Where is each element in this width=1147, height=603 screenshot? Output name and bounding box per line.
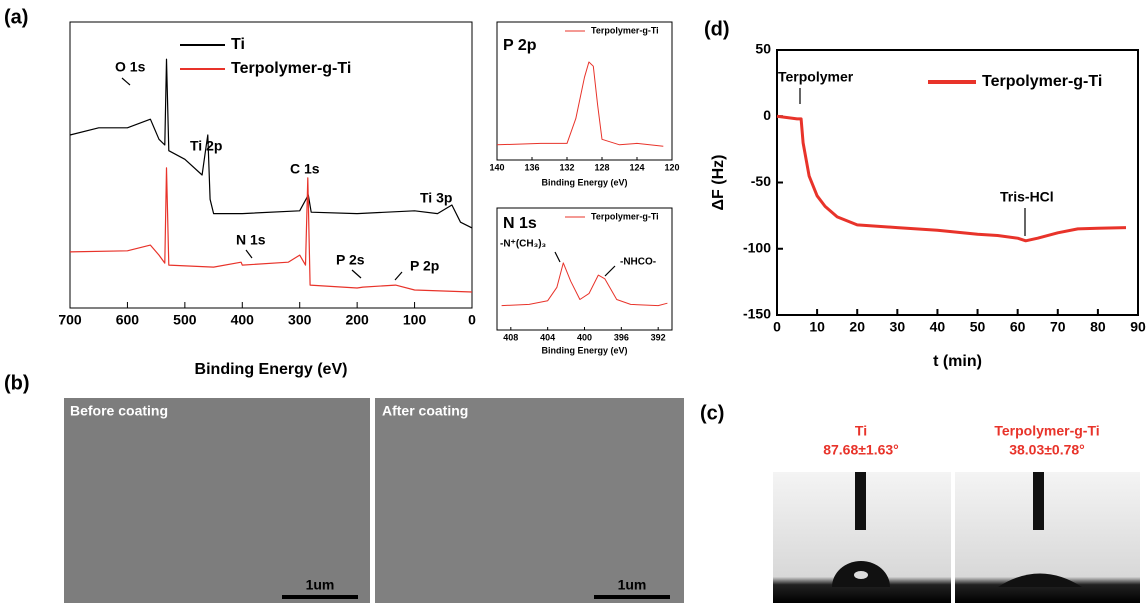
series-line xyxy=(496,61,664,147)
sem-caption: After coating xyxy=(382,403,468,419)
inset-title: N 1s xyxy=(503,215,537,232)
scale-label: 1um xyxy=(306,577,335,593)
annotation-arrow xyxy=(394,271,403,281)
plot-frame xyxy=(496,21,673,161)
scale-label: 1um xyxy=(618,577,647,593)
sem-image xyxy=(64,398,370,603)
droplet xyxy=(998,573,1082,587)
series-line xyxy=(69,58,473,229)
x-axis-label: Binding Energy (eV) xyxy=(195,361,348,378)
x-tick-label: 140 xyxy=(489,162,504,172)
x-tick-label: 400 xyxy=(231,312,255,328)
x-tick-label: 404 xyxy=(540,332,555,342)
legend-label: Terpolymer-g-Ti xyxy=(231,60,351,77)
annotation: Tris-HCl xyxy=(1000,189,1054,205)
plot-frame xyxy=(69,21,473,309)
annotation: C 1s xyxy=(290,161,320,177)
x-tick-label: 60 xyxy=(1010,319,1026,335)
legend-label: Terpolymer-g-Ti xyxy=(591,25,659,35)
droplet-highlight xyxy=(854,571,868,579)
annotation-arrow xyxy=(554,251,561,263)
x-tick-label: 136 xyxy=(524,162,539,172)
legend-label: Terpolymer-g-Ti xyxy=(591,211,659,221)
x-tick-label: 400 xyxy=(577,332,592,342)
x-tick-label: 80 xyxy=(1090,319,1106,335)
x-tick-label: 10 xyxy=(809,319,825,335)
panel-label: (a) xyxy=(4,6,28,28)
series-line xyxy=(501,262,668,307)
x-tick-label: 90 xyxy=(1130,319,1146,335)
annotation-arrow xyxy=(121,77,131,86)
annotation: Terpolymer xyxy=(778,69,854,85)
angle-label: 87.68±1.63° xyxy=(823,442,899,458)
annotation: P 2s xyxy=(336,252,365,268)
x-tick-label: 124 xyxy=(629,162,644,172)
legend-label: Terpolymer-g-Ti xyxy=(982,73,1102,90)
annotation: Ti 3p xyxy=(420,190,452,206)
series-line xyxy=(69,167,473,293)
annotation: O 1s xyxy=(115,59,146,75)
x-tick-label: 300 xyxy=(288,312,312,328)
panel-label: (d) xyxy=(704,18,730,40)
x-tick-label: 50 xyxy=(970,319,986,335)
x-tick-label: 0 xyxy=(773,319,781,335)
inset-title: P 2p xyxy=(503,37,537,54)
x-tick-label: 100 xyxy=(403,312,427,328)
sem-image xyxy=(375,398,684,603)
x-axis-label: Binding Energy (eV) xyxy=(541,345,627,355)
sem-caption: Before coating xyxy=(70,403,168,419)
x-tick-label: 700 xyxy=(58,312,82,328)
annotation: Ti 2p xyxy=(190,138,222,154)
x-tick-label: 20 xyxy=(849,319,865,335)
x-tick-label: 200 xyxy=(345,312,369,328)
x-axis-label: t (min) xyxy=(933,353,982,370)
sample-label: Ti xyxy=(855,423,867,439)
annotation-arrow xyxy=(245,249,253,259)
x-tick-label: 30 xyxy=(890,319,906,335)
x-tick-label: 128 xyxy=(594,162,609,172)
annotation: -N⁺(CH₃)₃ xyxy=(500,239,547,250)
x-tick-label: 0 xyxy=(468,312,476,328)
sample-label: Terpolymer-g-Ti xyxy=(994,423,1099,439)
needle xyxy=(1033,472,1044,530)
x-tick-label: 600 xyxy=(116,312,140,328)
y-axis-label: ΔF (Hz) xyxy=(710,155,727,211)
sem-panel: Before coating After coating 1um 1um xyxy=(64,398,684,603)
y-tick-label: -100 xyxy=(743,239,771,255)
annotation: -NHCO- xyxy=(620,257,656,268)
x-tick-label: 120 xyxy=(664,162,679,172)
x-tick-label: 70 xyxy=(1050,319,1066,335)
contact-angle-panel: Ti 87.68±1.63° Terpolymer-g-Ti 38.03±0.7… xyxy=(773,423,1140,603)
x-tick-label: 408 xyxy=(503,332,518,342)
annotation-arrow xyxy=(351,269,362,279)
needle xyxy=(855,472,866,530)
y-tick-label: 50 xyxy=(755,41,771,57)
x-tick-label: 392 xyxy=(651,332,666,342)
x-tick-label: 396 xyxy=(614,332,629,342)
angle-label: 38.03±0.78° xyxy=(1009,442,1085,458)
annotation-arrow xyxy=(604,265,616,277)
series-line xyxy=(776,114,1127,243)
panel-label: (c) xyxy=(700,402,724,424)
panel-label: (b) xyxy=(4,372,30,394)
x-tick-label: 132 xyxy=(559,162,574,172)
y-tick-label: 0 xyxy=(763,107,771,123)
annotation: N 1s xyxy=(236,232,266,248)
x-axis-label: Binding Energy (eV) xyxy=(541,177,627,187)
x-tick-label: 40 xyxy=(930,319,946,335)
y-tick-label: -50 xyxy=(751,173,771,189)
y-tick-label: -150 xyxy=(743,306,771,322)
annotation: P 2p xyxy=(410,258,439,274)
x-tick-label: 500 xyxy=(173,312,197,328)
legend-label: Ti xyxy=(231,36,245,53)
